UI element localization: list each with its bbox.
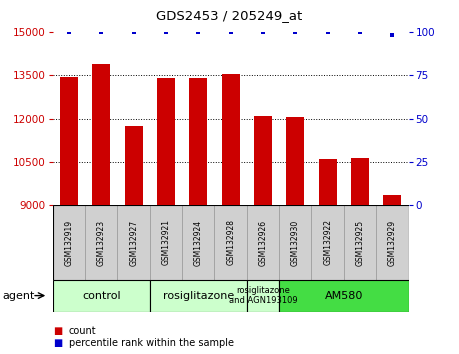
Point	[291, 29, 299, 35]
Point	[195, 29, 202, 35]
Text: percentile rank within the sample: percentile rank within the sample	[69, 338, 234, 348]
Point	[389, 33, 396, 38]
Text: ■: ■	[53, 326, 62, 336]
Text: rosiglitazone: rosiglitazone	[162, 291, 234, 301]
Bar	[312, 205, 344, 280]
Bar	[222, 74, 240, 354]
Text: count: count	[69, 326, 96, 336]
Bar	[53, 205, 85, 280]
Text: GSM132928: GSM132928	[226, 219, 235, 266]
Point	[65, 29, 73, 35]
Bar	[383, 195, 401, 354]
Bar	[182, 205, 214, 280]
Text: GSM132922: GSM132922	[323, 219, 332, 266]
Bar	[351, 158, 369, 354]
Bar	[150, 280, 247, 312]
Bar	[247, 205, 279, 280]
Bar	[279, 205, 312, 280]
Text: control: control	[82, 291, 121, 301]
Bar	[376, 205, 409, 280]
Text: GSM132927: GSM132927	[129, 219, 138, 266]
Point	[227, 29, 235, 35]
Text: GSM132924: GSM132924	[194, 219, 203, 266]
Bar	[254, 116, 272, 354]
Bar	[157, 78, 175, 354]
Bar	[125, 126, 143, 354]
Bar	[279, 280, 409, 312]
Text: GSM132929: GSM132929	[388, 219, 397, 266]
Point	[324, 29, 331, 35]
Bar	[60, 77, 78, 354]
Bar	[214, 205, 247, 280]
Point	[162, 29, 170, 35]
Bar	[53, 280, 150, 312]
Text: GSM132919: GSM132919	[64, 219, 73, 266]
Text: ■: ■	[53, 338, 62, 348]
Text: GDS2453 / 205249_at: GDS2453 / 205249_at	[157, 9, 302, 22]
Text: GSM132925: GSM132925	[356, 219, 364, 266]
Point	[98, 29, 105, 35]
Bar	[118, 205, 150, 280]
Bar	[319, 159, 336, 354]
Bar	[190, 78, 207, 354]
Bar	[247, 280, 279, 312]
Point	[259, 29, 267, 35]
Bar	[150, 205, 182, 280]
Bar	[85, 205, 118, 280]
Text: GSM132923: GSM132923	[97, 219, 106, 266]
Point	[130, 29, 137, 35]
Point	[356, 29, 364, 35]
Text: AM580: AM580	[325, 291, 363, 301]
Bar	[286, 117, 304, 354]
Text: GSM132926: GSM132926	[258, 219, 268, 266]
Text: agent: agent	[2, 291, 35, 301]
Text: rosiglitazone
and AGN193109: rosiglitazone and AGN193109	[229, 286, 297, 305]
Bar	[344, 205, 376, 280]
Text: GSM132930: GSM132930	[291, 219, 300, 266]
Bar	[92, 64, 110, 354]
Text: GSM132921: GSM132921	[162, 219, 170, 266]
